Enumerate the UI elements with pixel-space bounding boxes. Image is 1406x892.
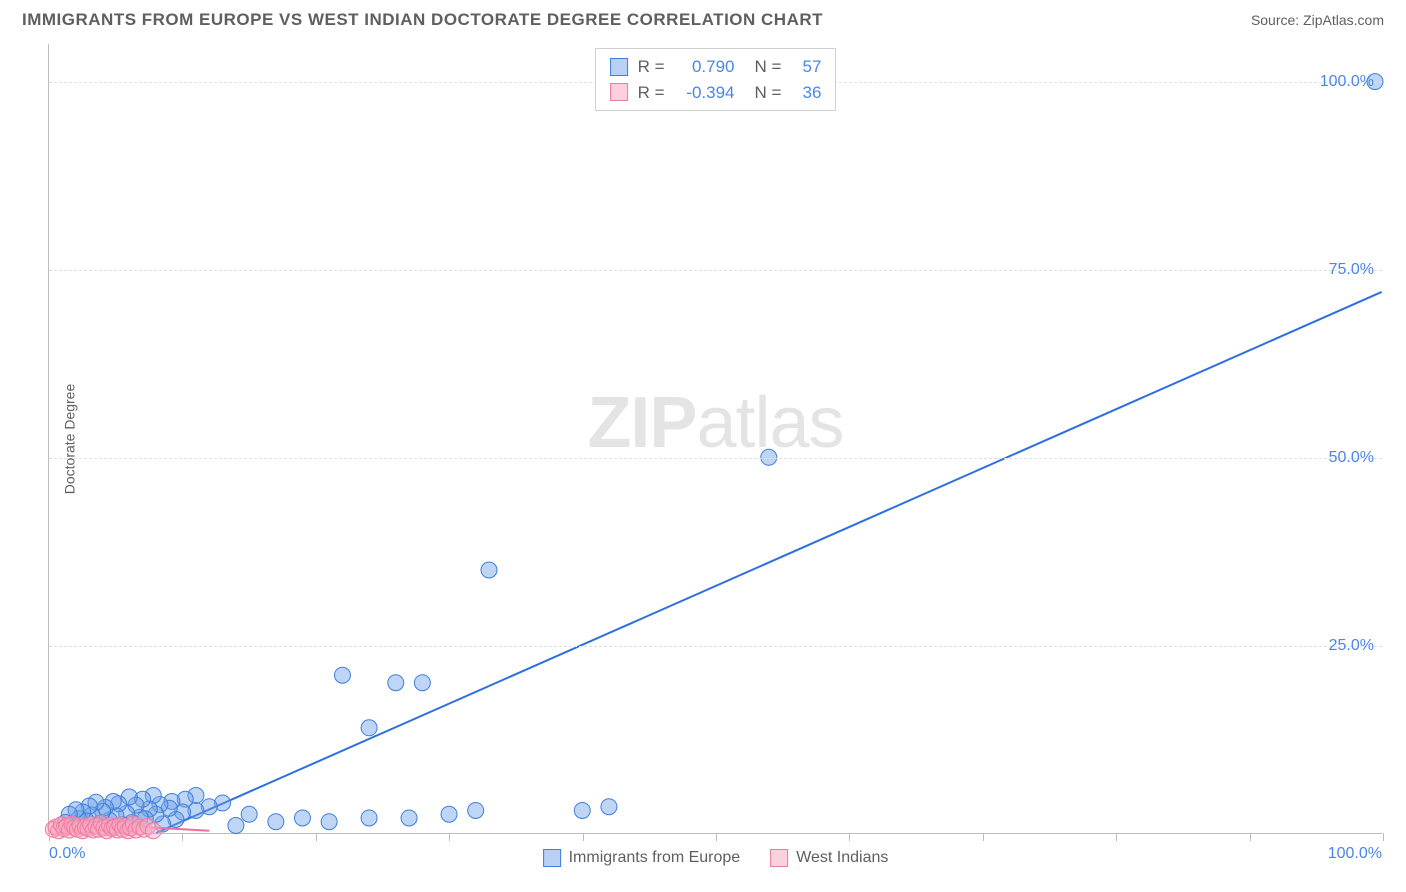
legend-item-series2: West Indians — [770, 849, 888, 867]
legend-row-series2: R = -0.394 N = 36 — [610, 80, 822, 106]
legend-item-series1: Immigrants from Europe — [543, 849, 741, 867]
r-label-1: R = — [638, 54, 665, 80]
plot-area: ZIPatlas R = 0.790 N = 57 R = -0.394 N =… — [48, 44, 1382, 834]
swatch-series1 — [610, 58, 628, 76]
y-axis-label: Doctorate Degree — [61, 384, 77, 495]
plot-container: ZIPatlas R = 0.790 N = 57 R = -0.394 N =… — [48, 44, 1382, 834]
y-tick-label: 25.0% — [1329, 637, 1374, 655]
n-label-1: N = — [755, 54, 782, 80]
legend-row-series1: R = 0.790 N = 57 — [610, 54, 822, 80]
swatch-bottom-2 — [770, 849, 788, 867]
chart-source: Source: ZipAtlas.com — [1251, 12, 1384, 28]
n-label-2: N = — [755, 80, 782, 106]
legend-correlation: R = 0.790 N = 57 R = -0.394 N = 36 — [595, 48, 837, 111]
x-tick-label: 100.0% — [1328, 845, 1382, 863]
legend-series: Immigrants from Europe West Indians — [543, 849, 889, 867]
chart-header: IMMIGRANTS FROM EUROPE VS WEST INDIAN DO… — [0, 0, 1406, 36]
swatch-series2 — [610, 83, 628, 101]
legend-label-2: West Indians — [796, 849, 888, 867]
chart-title: IMMIGRANTS FROM EUROPE VS WEST INDIAN DO… — [22, 10, 823, 30]
y-tick-label: 50.0% — [1329, 449, 1374, 467]
legend-label-1: Immigrants from Europe — [569, 849, 741, 867]
r-label-2: R = — [638, 80, 665, 106]
n-value-2: 36 — [791, 80, 821, 106]
chart-svg — [49, 44, 1382, 833]
x-tick-label: 0.0% — [49, 845, 85, 863]
y-tick-label: 75.0% — [1329, 261, 1374, 279]
swatch-bottom-1 — [543, 849, 561, 867]
n-value-1: 57 — [791, 54, 821, 80]
r-value-1: 0.790 — [675, 54, 735, 80]
y-tick-label: 100.0% — [1320, 73, 1374, 91]
r-value-2: -0.394 — [675, 80, 735, 106]
